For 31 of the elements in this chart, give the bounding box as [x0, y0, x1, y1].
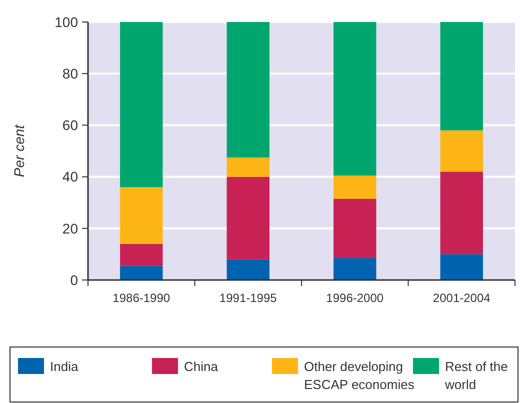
bar	[120, 244, 163, 266]
bar	[226, 176, 270, 260]
x-tick-label: 2001-2004	[432, 291, 491, 305]
y-tick-label: 100	[54, 14, 78, 30]
y-tick-label: 80	[62, 66, 78, 82]
legend-label: Rest of the world	[444, 359, 508, 392]
legend-label: China	[184, 359, 219, 374]
y-tick-label: 60	[62, 117, 78, 134]
bar	[440, 172, 483, 254]
x-tick-label: 1991-1995	[219, 291, 278, 305]
bar	[440, 130, 483, 172]
x-tick-label: 1996-2000	[326, 291, 384, 305]
bar	[120, 266, 163, 280]
y-axis-title: Per cent	[11, 124, 27, 178]
bar	[334, 198, 376, 258]
y-tick-label: 40	[62, 168, 78, 185]
bar	[226, 22, 270, 158]
bar	[226, 259, 270, 280]
y-tick-label: 0	[70, 272, 78, 288]
x-tick-label: 1986-1990	[112, 291, 170, 305]
bar	[440, 254, 483, 280]
bar	[334, 176, 376, 199]
bar	[120, 22, 163, 188]
y-tick-label: 20	[62, 220, 78, 236]
legend-label: Other developing ESCAP economies	[304, 359, 415, 392]
bar	[440, 22, 483, 130]
bar	[226, 157, 270, 177]
bar	[334, 22, 376, 176]
legend-label: India	[50, 359, 79, 374]
bar	[120, 187, 163, 244]
bar	[334, 258, 376, 280]
